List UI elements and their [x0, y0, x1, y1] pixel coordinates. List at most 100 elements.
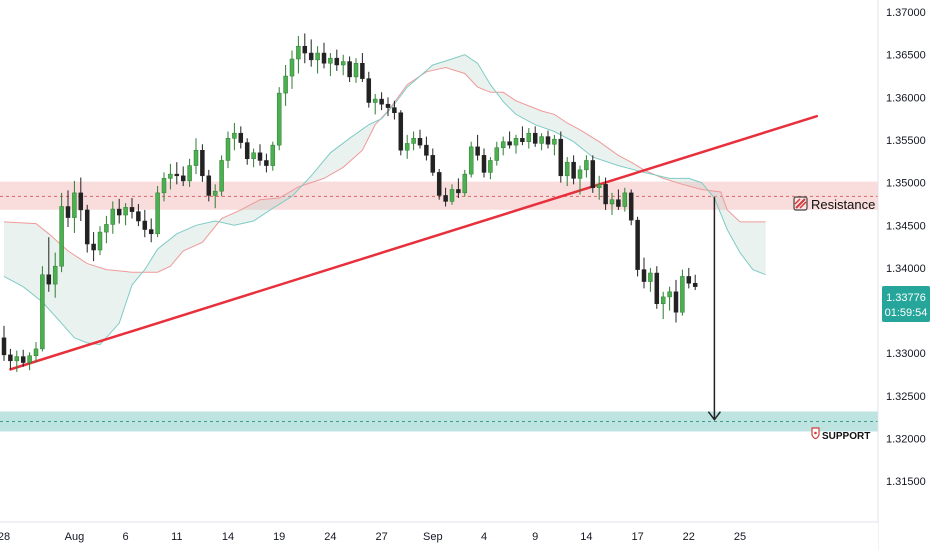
- candle: [104, 215, 109, 244]
- candle: [507, 131, 512, 149]
- candle: [264, 153, 269, 173]
- time-tick-label: 4: [481, 531, 487, 543]
- candle: [673, 279, 679, 323]
- candle-body: [212, 190, 218, 196]
- resistance-text: Resistance: [811, 197, 875, 212]
- candle: [385, 97, 391, 117]
- candle: [283, 64, 288, 106]
- candle-body: [616, 199, 621, 207]
- candle: [532, 126, 538, 147]
- resistance-label: Resistance: [793, 196, 875, 212]
- candle: [232, 122, 237, 151]
- candle-body: [558, 138, 564, 177]
- candle-body: [609, 199, 615, 205]
- candle-body: [200, 149, 205, 177]
- candle-body: [385, 103, 391, 108]
- candle-body: [456, 189, 461, 194]
- price-tick-label: 1.35500: [886, 135, 926, 147]
- candle: [366, 71, 372, 108]
- candle: [475, 134, 480, 161]
- candle-body: [232, 132, 237, 139]
- candle: [219, 155, 224, 197]
- candle-body: [366, 78, 372, 103]
- candle: [494, 141, 500, 166]
- candle-body: [481, 155, 487, 173]
- candle: [500, 136, 506, 156]
- candle-body: [545, 136, 551, 145]
- candle-body: [283, 75, 288, 94]
- time-tick-label: Aug: [65, 531, 85, 543]
- candle-body: [104, 224, 109, 233]
- price-axis: 1.37000 1.36500 1.36000 1.35500 1.35000 1.345…: [877, 0, 932, 550]
- candle: [456, 178, 461, 198]
- candle: [488, 157, 493, 180]
- candle: [148, 218, 154, 243]
- price-tick-label: 1.31500: [886, 476, 926, 488]
- candle: [97, 226, 103, 256]
- candle-body: [571, 161, 576, 179]
- candle-body: [33, 348, 39, 356]
- time-tick-label: 22: [683, 531, 695, 543]
- candle-body: [411, 138, 416, 144]
- trendline-layer: [9, 114, 819, 371]
- candle: [622, 187, 628, 212]
- candle-body: [206, 175, 212, 196]
- candle-body: [641, 269, 647, 282]
- last-price-tag: 1.33776 01:59:54: [882, 286, 930, 322]
- candle: [91, 232, 96, 262]
- candle-body: [270, 144, 276, 166]
- candle-body: [27, 355, 32, 363]
- cloud-upper-line: [3, 66, 766, 273]
- candle-body: [129, 207, 135, 212]
- countdown-text: 01:59:54: [885, 307, 928, 319]
- candle: [270, 141, 276, 171]
- candle-body: [622, 192, 628, 207]
- candle-body: [648, 272, 653, 282]
- candle: [225, 131, 231, 169]
- candle: [33, 342, 39, 363]
- candle-body: [116, 208, 122, 216]
- candle-body: [315, 52, 320, 61]
- candle: [353, 58, 359, 83]
- candle-body: [180, 175, 186, 182]
- candle-body: [244, 142, 250, 160]
- time-tick-label: 28: [0, 531, 10, 543]
- candle: [692, 274, 698, 291]
- candle-body: [308, 52, 314, 61]
- candle: [481, 148, 487, 178]
- candle-body: [392, 107, 397, 113]
- candle: [360, 53, 365, 83]
- candle: [552, 134, 557, 156]
- candle: [321, 42, 327, 69]
- candle: [46, 237, 52, 292]
- candle-body: [552, 138, 557, 145]
- candle: [603, 177, 608, 210]
- candle: [187, 158, 192, 187]
- candle: [641, 257, 647, 289]
- candle-body: [65, 206, 71, 218]
- cloud-fill: [4, 54, 766, 345]
- candle-body: [590, 160, 596, 189]
- time-tick-label: 17: [631, 531, 643, 543]
- candle: [27, 352, 32, 371]
- candle: [520, 126, 525, 146]
- candle-body: [40, 274, 45, 350]
- candle-body: [264, 160, 269, 166]
- candle: [142, 209, 148, 238]
- price-tick-label: 1.32000: [886, 433, 926, 445]
- candle-body: [334, 57, 340, 66]
- candle: [174, 162, 180, 185]
- candle: [411, 131, 416, 151]
- candle: [257, 144, 263, 166]
- candle-body: [372, 98, 378, 103]
- candle-body: [507, 141, 512, 146]
- candle: [539, 133, 544, 151]
- candle: [136, 203, 141, 227]
- candle-body: [680, 276, 685, 313]
- candle-body: [110, 208, 116, 225]
- candle-body: [219, 160, 224, 192]
- candle-body: [296, 45, 301, 60]
- candle: [168, 163, 173, 190]
- candle-body: [539, 136, 544, 144]
